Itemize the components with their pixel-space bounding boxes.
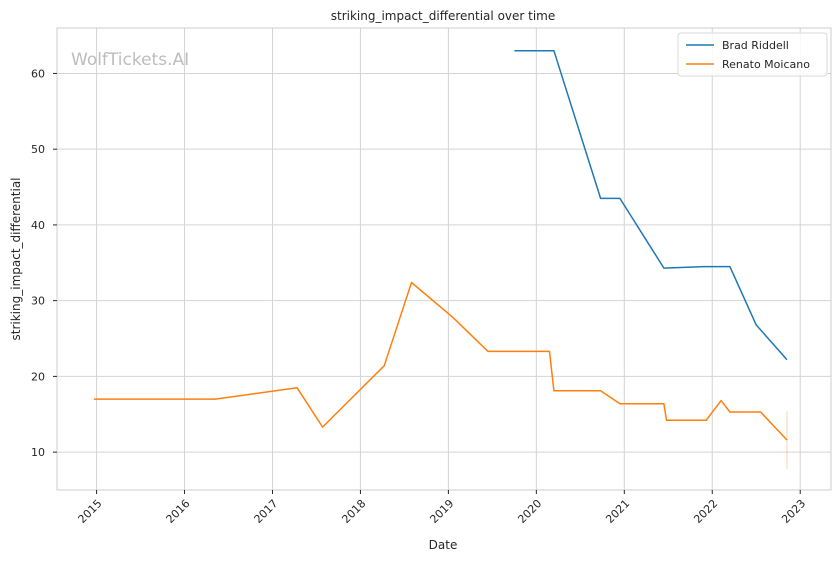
x-tick-label-2017: 2017: [252, 497, 281, 526]
legend-box: [677, 32, 828, 77]
x-tick-label-2022: 2022: [691, 497, 720, 526]
series-layer: [93, 49, 788, 469]
x-axis-title: Date: [429, 538, 458, 552]
series-line-renato-moicano: [93, 281, 788, 441]
legend: Brad Riddell Renato Moicano: [677, 32, 828, 77]
x-tick-label-2016: 2016: [164, 497, 193, 526]
y-tick-label-40: 40: [31, 219, 45, 232]
watermark-text: WolfTickets.AI: [71, 50, 189, 70]
y-axis-title: striking_impact_differential: [9, 177, 23, 340]
chart-title: striking_impact_differential over time: [331, 9, 556, 23]
x-tick-label-2019: 2019: [427, 497, 456, 526]
x-tick-label-2023: 2023: [779, 497, 808, 526]
y-tick-label-20: 20: [31, 370, 45, 383]
grid: [57, 28, 831, 490]
x-tick-label-2015: 2015: [76, 497, 105, 526]
y-tick-label-60: 60: [31, 67, 45, 80]
tick-labels: 2015 2016 2017 2018 2019 2020 2021 2022 2023 10 20…: [31, 67, 808, 526]
plot-frame: [56, 27, 832, 491]
y-tick-label-50: 50: [31, 143, 45, 156]
y-tick-label-10: 10: [31, 446, 45, 459]
series-line-brad-riddell: [514, 49, 788, 361]
x-tick-label-2020: 2020: [515, 497, 544, 526]
x-tick-label-2021: 2021: [603, 497, 632, 526]
x-tick-label-2018: 2018: [339, 497, 368, 526]
y-tick-label-30: 30: [31, 295, 45, 308]
legend-label-brad-riddell: Brad Riddell: [722, 39, 789, 52]
legend-label-renato-moicano: Renato Moicano: [722, 58, 810, 71]
plot-border: [56, 27, 832, 491]
